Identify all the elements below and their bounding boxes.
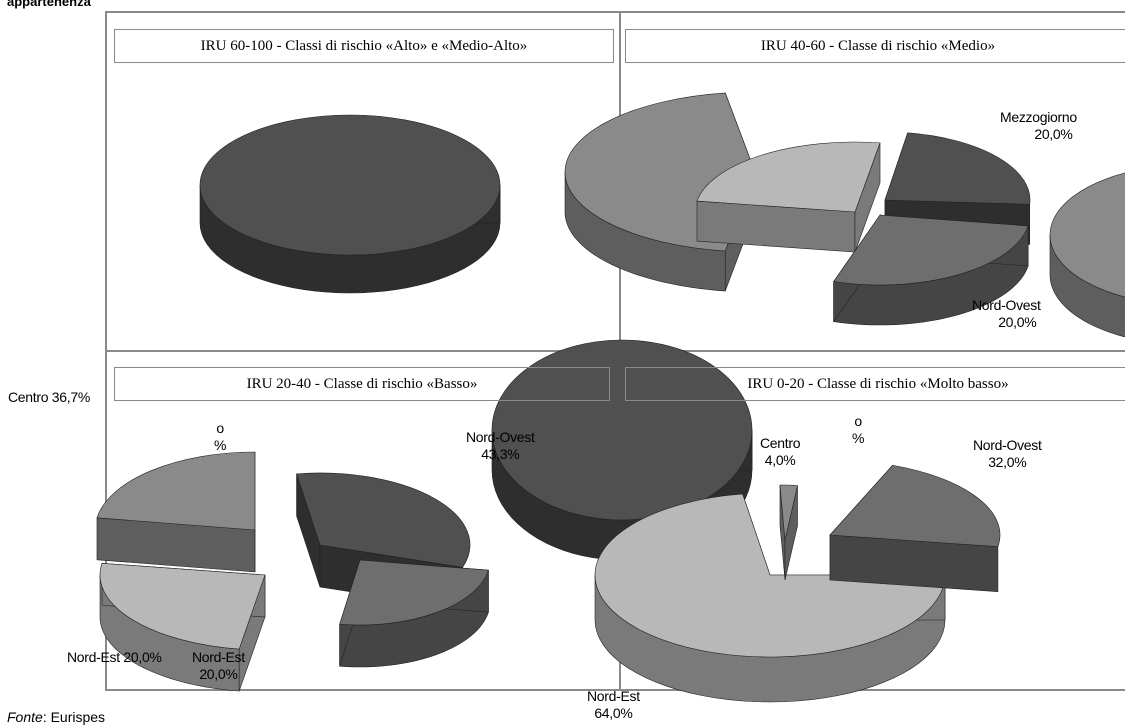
pie3-slice-other-top [339, 559, 489, 626]
label-value: 4,0% [764, 452, 796, 468]
pie4-slice-nordest-top [594, 493, 946, 658]
label-nordovest-p3: Nord-Ovest 43,3% [466, 429, 535, 463]
panel-title-1: IRU 60-100 - Classi di rischio «Alto» e … [114, 29, 614, 63]
label-name: Nord-Est [192, 649, 245, 665]
label-name: Nord-Est [587, 688, 640, 704]
label-nordest-p3: Nord-Est 20,0% [192, 649, 245, 683]
pie-slices [96, 92, 1125, 703]
label-partial-p3: o % [214, 420, 226, 454]
label-name: o [854, 413, 862, 429]
label-value: 43,3% [481, 446, 520, 462]
label-value: % [214, 437, 227, 453]
source-prefix: Fonte [7, 709, 43, 725]
label-name: Mezzogiorno [1000, 109, 1077, 125]
chart-title: appartenenza [7, 0, 91, 9]
label-nordest-p4: Nord-Est 64,0% [587, 688, 640, 722]
pie3-slice-nordest-top [99, 562, 266, 650]
label-nordovest-p2: Nord-Ovest 20,0% [972, 297, 1041, 331]
label-centro-p4: Centro 4,0% [760, 435, 801, 469]
pie4-backdrop-disc-top [491, 339, 753, 521]
pie3-slice-nordovest-top [296, 472, 471, 568]
label-name: Nord-Ovest [973, 437, 1042, 453]
label-partial-p4: o % [852, 413, 864, 447]
label-name: Nord-Ovest [972, 297, 1041, 313]
pie1-slice-full-top [199, 114, 501, 256]
pie2-slice-pale-top [696, 141, 881, 213]
label-nordovest-p4: Nord-Ovest 32,0% [973, 437, 1042, 471]
label-name: Centro [760, 435, 801, 451]
pie2-slice-nordovest-top [833, 214, 1029, 286]
label-mezzogiorno: Mezzogiorno 20,0% [1000, 109, 1077, 143]
label-name: Nord-Ovest [466, 429, 535, 445]
panel-title-2: IRU 40-60 - Classe di rischio «Medio» [625, 29, 1125, 63]
pie4-slice-centro-top [779, 484, 798, 541]
label-centro-p3: Centro 36,7% [8, 389, 91, 405]
pie4-slice-nordovest-top [829, 464, 1001, 548]
pie2-slice-clipped-top [1049, 172, 1125, 298]
label-value: 64,0% [594, 705, 633, 721]
label-value: 20,0% [199, 666, 238, 682]
panel-title-3: IRU 20-40 - Classe di rischio «Basso» [114, 367, 610, 401]
label-value: % [852, 430, 865, 446]
source-note: Fonte: Eurispes [7, 709, 105, 725]
label-value: 20,0% [998, 314, 1037, 330]
panel-title-4: IRU 0-20 - Classe di rischio «Molto bass… [625, 367, 1125, 401]
pie3-slice-centro-top [96, 451, 256, 531]
pie2-slice-mezzogiorno-top [884, 132, 1031, 205]
label-value: 20,0% [1034, 126, 1073, 142]
source-text: : Eurispes [42, 709, 106, 725]
label-nordest-left: Nord-Est 20,0% [67, 649, 162, 665]
label-value: 32,0% [988, 454, 1027, 470]
label-name: o [216, 420, 224, 436]
